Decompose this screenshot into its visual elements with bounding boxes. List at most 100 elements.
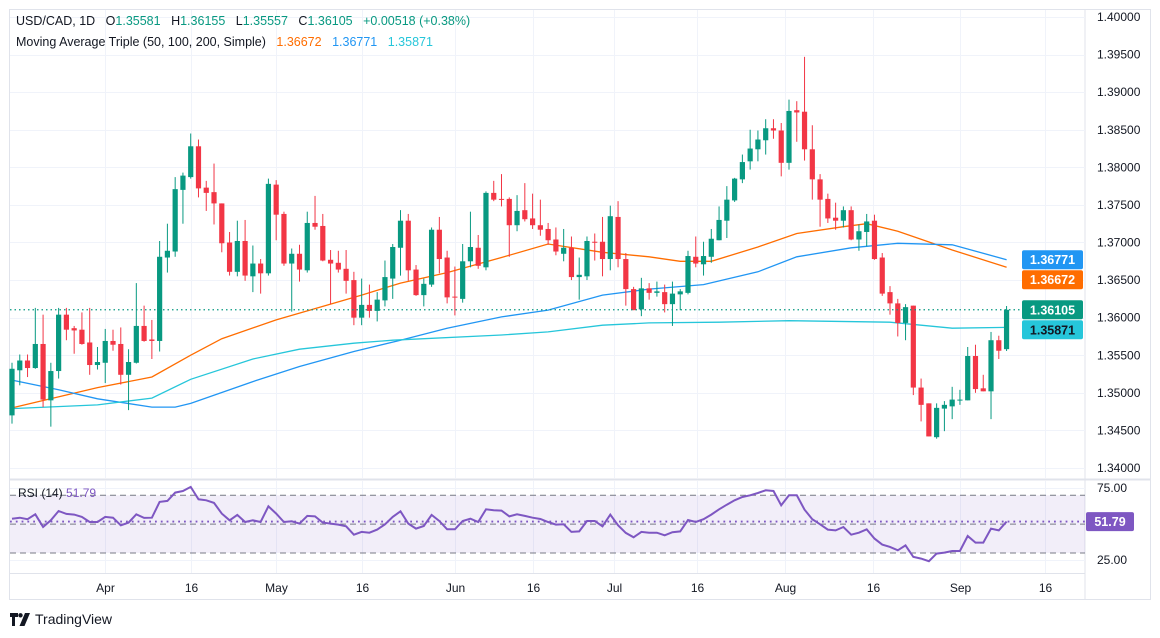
ma-legend: Moving Average Triple (50, 100, 200, Sim…	[16, 35, 433, 49]
candle-down	[312, 195, 318, 230]
candle-up	[724, 186, 730, 238]
tradingview-icon	[10, 612, 30, 626]
candle-up	[677, 289, 683, 311]
candle-up	[9, 362, 15, 424]
candle-body	[125, 362, 132, 375]
ma100-value: 1.36771	[332, 35, 378, 49]
candle-body	[483, 192, 489, 268]
candle-body	[304, 222, 310, 271]
candle-body	[902, 307, 909, 323]
candle-up	[941, 401, 947, 432]
candle-body	[436, 229, 442, 260]
candle-body	[118, 343, 124, 375]
candle-body	[397, 220, 404, 248]
candle-body	[833, 217, 839, 221]
candle-body	[102, 340, 108, 363]
brand-name: TradingView	[35, 611, 113, 627]
candle-up	[763, 119, 769, 155]
candle-body	[390, 247, 396, 279]
candle-down	[662, 284, 668, 313]
time-axis-label: 16	[1039, 581, 1053, 595]
candle-body	[623, 259, 629, 290]
candle-body	[258, 263, 264, 274]
candle-up	[716, 206, 722, 241]
candle-body	[180, 175, 186, 190]
candle-up	[289, 248, 295, 312]
candle-body	[24, 360, 31, 369]
candle-down	[918, 378, 924, 422]
time-axis-label: Sep	[950, 581, 972, 595]
candle-down	[87, 307, 93, 375]
candle-body	[9, 368, 15, 416]
candle-body	[895, 303, 901, 323]
candle-body	[444, 257, 450, 298]
candle-down	[79, 312, 85, 345]
rsi-tag	[1086, 512, 1134, 532]
candle-body	[491, 192, 497, 200]
candle-body	[87, 342, 93, 366]
candle-down	[926, 403, 932, 437]
candle-down	[833, 202, 839, 230]
candle-body	[724, 199, 730, 221]
close-label: C	[298, 14, 308, 28]
price-tag-label: 1.36771	[1030, 253, 1075, 267]
candle-down	[887, 286, 893, 315]
candle-down	[817, 174, 823, 227]
candle-down	[592, 233, 598, 261]
symbol-legend: USD/CAD, 1D O1.35581 H1.36155 L1.35557 C…	[16, 14, 470, 28]
price-tag-label: 1.35871	[1030, 323, 1075, 337]
candle-body	[817, 179, 823, 200]
candle-body	[654, 291, 660, 293]
candle-down	[242, 219, 248, 281]
candle-down	[63, 307, 69, 341]
candle-up	[747, 129, 753, 170]
rsi-title[interactable]: RSI (14)	[18, 486, 63, 500]
symbol-title[interactable]: USD/CAD, 1D	[16, 14, 96, 28]
candle-body	[413, 269, 419, 296]
candle-up	[607, 205, 613, 271]
price-tag	[1022, 320, 1083, 340]
candle-down	[327, 250, 334, 305]
candle-up	[739, 154, 745, 184]
candle-down	[281, 211, 287, 266]
candle-body	[700, 256, 707, 265]
candle-up	[250, 245, 256, 293]
price-tag-label: 1.36105	[1030, 303, 1075, 317]
ma-title[interactable]: Moving Average Triple (50, 100, 200, Sim…	[16, 35, 266, 49]
candle-body	[335, 262, 341, 270]
candle-down	[506, 197, 512, 257]
open-value: 1.35581	[115, 14, 161, 28]
candle-up	[164, 223, 170, 273]
candle-body	[56, 314, 62, 372]
candle-down	[413, 265, 419, 296]
candle-body	[94, 362, 101, 366]
candle-body	[537, 225, 543, 230]
candle-body	[32, 343, 38, 369]
candle-body	[763, 128, 769, 141]
candle-down	[646, 283, 652, 300]
candle-body	[405, 220, 411, 271]
candle-down	[809, 125, 815, 200]
candle-body	[133, 325, 139, 363]
candle-down	[444, 250, 450, 304]
candle-up	[957, 389, 963, 405]
candle-down	[40, 314, 46, 408]
candle-down	[545, 222, 551, 245]
candle-up	[374, 292, 380, 322]
candle-down	[24, 354, 31, 378]
candle-body	[522, 210, 528, 220]
price-axis-label: 1.37000	[1097, 236, 1141, 250]
candle-body	[957, 399, 963, 401]
candle-body	[281, 213, 287, 264]
tradingview-logo[interactable]: TradingView	[10, 611, 112, 627]
candle-down	[351, 271, 357, 326]
candle-body	[172, 189, 178, 252]
candle-down	[801, 56, 808, 161]
candle-down	[343, 250, 349, 294]
candle-body	[693, 256, 699, 264]
candle-body	[351, 280, 357, 318]
time-axis-label: Apr	[96, 581, 115, 595]
candle-body	[871, 220, 878, 260]
candle-down	[71, 325, 77, 354]
